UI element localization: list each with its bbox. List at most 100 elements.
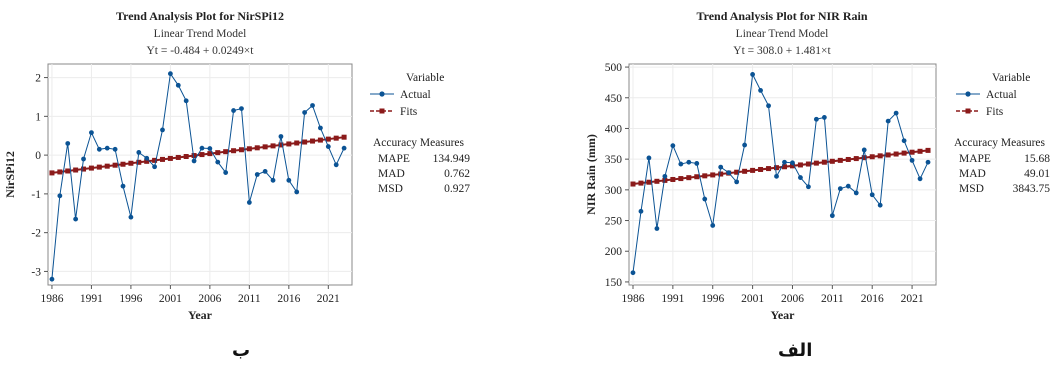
- fits-point: [136, 159, 142, 165]
- x-tick-label: 2006: [198, 293, 221, 305]
- chart-title: Trend Analysis Plot for NirSPi12: [116, 9, 284, 23]
- accuracy-label: MAPE: [378, 153, 410, 165]
- accuracy-value: 0.927: [444, 183, 470, 195]
- y-tick-label: -1: [31, 189, 41, 201]
- fits-point: [167, 155, 173, 161]
- chart-panel-nirspi12: Trend Analysis Plot for NirSPi12 Linear T…: [3, 9, 470, 361]
- legend-actual-label: Actual: [400, 89, 431, 101]
- accuracy-label: MSD: [378, 183, 403, 195]
- accuracy-label: MAPE: [959, 153, 991, 165]
- fits-point: [885, 152, 891, 158]
- actual-point: [325, 144, 331, 149]
- fits-point: [845, 156, 851, 162]
- fits-point: [88, 165, 94, 171]
- y-tick-label: 300: [605, 185, 623, 197]
- y-tick-label: 1: [35, 111, 41, 123]
- fits-point: [49, 170, 55, 176]
- actual-point: [223, 170, 229, 175]
- x-tick-label: 2016: [277, 293, 300, 305]
- fits-point: [81, 166, 87, 172]
- accuracy-title: Accuracy Measures: [954, 137, 1046, 149]
- actual-point: [160, 127, 165, 133]
- fits-point: [215, 150, 221, 156]
- actual-point: [112, 146, 118, 152]
- fits-point: [152, 157, 158, 163]
- legend-actual-label: Actual: [986, 89, 1017, 101]
- fits-point: [837, 157, 843, 163]
- y-tick-label: -2: [31, 228, 41, 240]
- actual-point: [302, 110, 308, 115]
- fits-point: [310, 138, 316, 144]
- chart-title: Trend Analysis Plot for NIR Rain: [696, 9, 867, 23]
- actual-point: [678, 161, 684, 167]
- actual-point: [638, 208, 644, 214]
- x-tick-label: 1986: [621, 293, 644, 305]
- actual-point: [246, 200, 252, 205]
- actual-point: [821, 115, 827, 120]
- fits-point: [57, 169, 63, 175]
- fits-point: [861, 155, 867, 161]
- x-tick-label: 2011: [238, 293, 261, 305]
- actual-point: [341, 145, 347, 151]
- fits-point: [702, 173, 708, 179]
- x-axis-label: Year: [188, 308, 213, 322]
- actual-point: [829, 213, 835, 219]
- fits-point: [638, 180, 644, 186]
- actual-point: [877, 202, 883, 208]
- actual-point: [925, 159, 931, 165]
- legend-fits-label: Fits: [400, 106, 418, 118]
- y-tick-label: 350: [605, 154, 623, 166]
- fits-point: [96, 164, 102, 170]
- actual-point: [686, 159, 692, 165]
- actual-point: [662, 173, 668, 179]
- fits-point: [144, 158, 150, 164]
- y-axis-label: NirSPi12: [3, 151, 17, 198]
- x-tick-label: 2006: [781, 293, 804, 305]
- fits-point: [238, 147, 244, 153]
- fits-point: [325, 136, 331, 142]
- actual-point: [710, 223, 716, 228]
- actual-point: [861, 147, 867, 153]
- plot-area: [628, 63, 937, 286]
- actual-point: [254, 172, 260, 177]
- actual-point: [128, 214, 134, 220]
- chart-caption-alef: الف: [778, 340, 813, 361]
- fits-point: [766, 166, 772, 172]
- fits-point: [678, 176, 684, 182]
- fits-point: [654, 178, 660, 184]
- actual-point: [152, 164, 157, 170]
- actual-point: [853, 190, 859, 196]
- fits-point: [781, 164, 787, 170]
- accuracy-label: MSD: [959, 183, 984, 195]
- chart-caption-b: ب: [232, 340, 251, 361]
- actual-point: [199, 145, 205, 151]
- actual-point: [231, 108, 236, 113]
- actual-point: [286, 177, 292, 183]
- trend-chart-nir-rain: Trend Analysis Plot for NIR Rain Linear T…: [584, 9, 1050, 322]
- x-tick-label: 1996: [119, 293, 142, 305]
- actual-point: [758, 87, 763, 93]
- actual-point: [65, 141, 71, 146]
- actual-point: [318, 125, 323, 131]
- actual-point: [694, 161, 700, 166]
- actual-point: [207, 146, 213, 151]
- x-tick-label: 2016: [861, 293, 884, 305]
- fits-point: [183, 154, 189, 160]
- actual-point: [294, 189, 300, 195]
- y-axis-label: NIR Rain (mm): [584, 134, 598, 215]
- actual-point: [191, 158, 197, 164]
- fits-point: [893, 151, 899, 157]
- x-tick-label: 2001: [741, 293, 764, 305]
- actual-point: [310, 103, 315, 108]
- fits-point: [734, 169, 740, 175]
- fits-point: [877, 153, 883, 159]
- accuracy-value: 0.762: [444, 168, 470, 180]
- y-tick-label: 450: [605, 93, 623, 105]
- fits-point: [270, 143, 276, 149]
- accuracy-value: 15.68: [1024, 153, 1050, 165]
- x-tick-label: 2021: [317, 293, 340, 305]
- y-tick-label: 0: [35, 150, 41, 162]
- x-tick-label: 1996: [701, 293, 724, 305]
- trend-chart-nirspi12: Trend Analysis Plot for NirSPi12 Linear T…: [3, 9, 470, 322]
- fits-point: [246, 146, 252, 152]
